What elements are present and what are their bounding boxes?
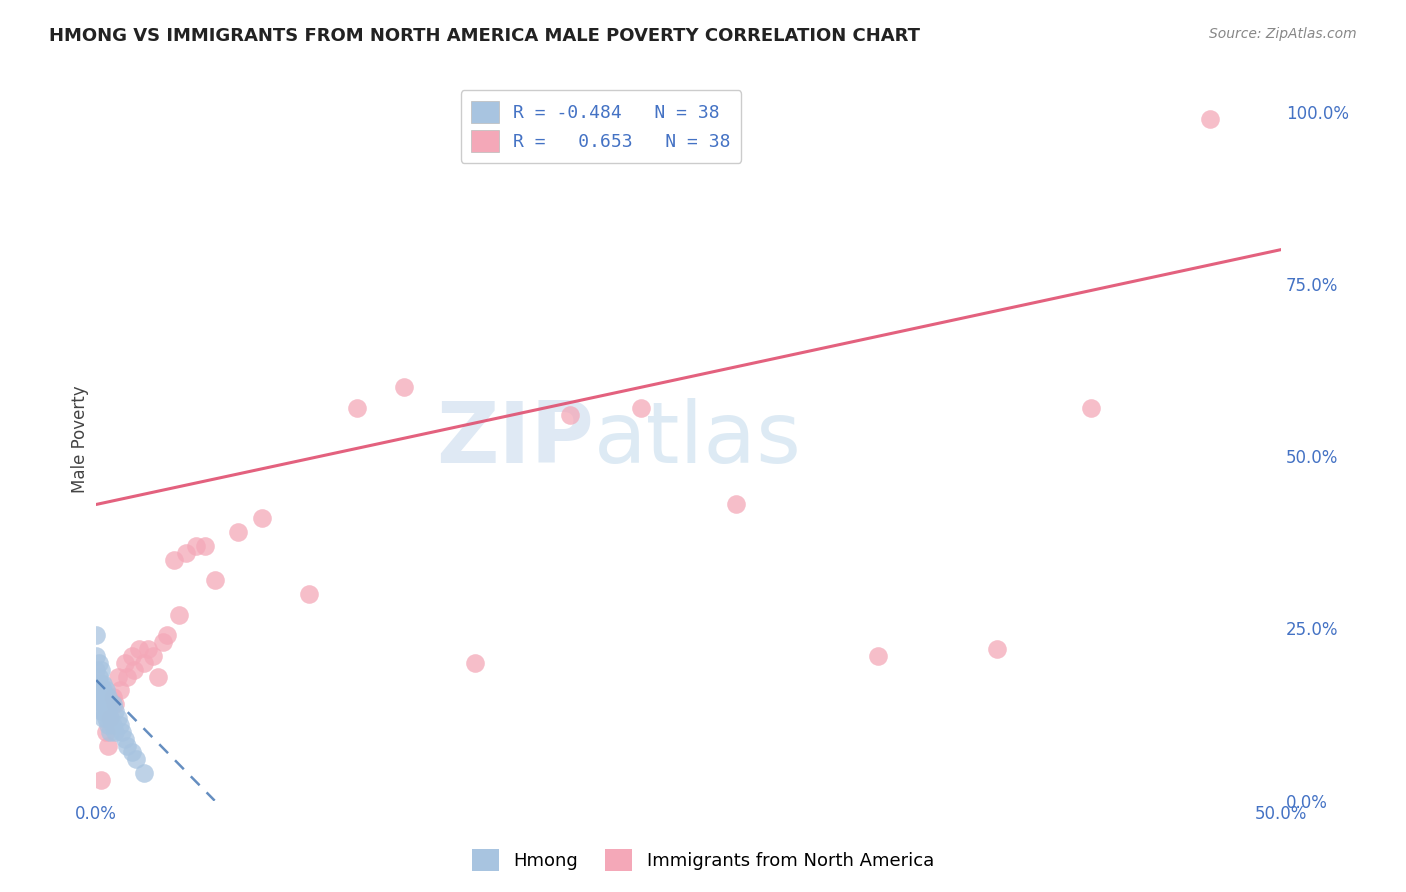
Point — [107, 711, 129, 725]
Point — [163, 552, 186, 566]
Point — [184, 539, 207, 553]
Point — [558, 408, 581, 422]
Point — [174, 546, 197, 560]
Point — [122, 663, 145, 677]
Point — [90, 772, 112, 787]
Point — [121, 746, 143, 760]
Point — [87, 656, 110, 670]
Point — [101, 718, 124, 732]
Point — [204, 573, 226, 587]
Point — [84, 663, 107, 677]
Point — [94, 711, 117, 725]
Point — [114, 731, 136, 746]
Point — [464, 656, 486, 670]
Point — [986, 642, 1008, 657]
Point — [91, 676, 114, 690]
Point — [97, 739, 120, 753]
Point — [194, 539, 217, 553]
Point — [152, 635, 174, 649]
Point — [90, 690, 112, 705]
Point — [84, 628, 107, 642]
Point — [121, 648, 143, 663]
Legend: Hmong, Immigrants from North America: Hmong, Immigrants from North America — [465, 842, 941, 879]
Point — [91, 697, 114, 711]
Point — [630, 401, 652, 415]
Point — [724, 498, 747, 512]
Point — [100, 724, 122, 739]
Point — [146, 670, 169, 684]
Point — [104, 704, 127, 718]
Point — [90, 676, 112, 690]
Point — [104, 697, 127, 711]
Point — [94, 683, 117, 698]
Point — [108, 718, 131, 732]
Point — [91, 711, 114, 725]
Point — [97, 690, 120, 705]
Point — [104, 724, 127, 739]
Point — [132, 766, 155, 780]
Point — [298, 587, 321, 601]
Point — [108, 683, 131, 698]
Point — [87, 670, 110, 684]
Text: ZIP: ZIP — [436, 398, 593, 481]
Point — [868, 648, 890, 663]
Point — [128, 642, 150, 657]
Point — [111, 724, 134, 739]
Point — [97, 704, 120, 718]
Point — [91, 704, 114, 718]
Point — [91, 683, 114, 698]
Point — [346, 401, 368, 415]
Point — [94, 697, 117, 711]
Point — [94, 724, 117, 739]
Point — [107, 670, 129, 684]
Point — [125, 752, 148, 766]
Point — [101, 690, 124, 705]
Point — [101, 697, 124, 711]
Point — [100, 697, 122, 711]
Point — [115, 739, 138, 753]
Point — [90, 663, 112, 677]
Text: Source: ZipAtlas.com: Source: ZipAtlas.com — [1209, 27, 1357, 41]
Point — [114, 656, 136, 670]
Y-axis label: Male Poverty: Male Poverty — [72, 385, 89, 493]
Point — [90, 683, 112, 698]
Text: atlas: atlas — [593, 398, 801, 481]
Point — [1199, 112, 1222, 126]
Point — [87, 676, 110, 690]
Point — [156, 628, 179, 642]
Point — [97, 718, 120, 732]
Point — [84, 648, 107, 663]
Text: HMONG VS IMMIGRANTS FROM NORTH AMERICA MALE POVERTY CORRELATION CHART: HMONG VS IMMIGRANTS FROM NORTH AMERICA M… — [49, 27, 920, 45]
Point — [90, 704, 112, 718]
Point — [394, 380, 416, 394]
Point — [132, 656, 155, 670]
Point — [228, 524, 250, 539]
Point — [250, 511, 273, 525]
Point — [167, 607, 190, 622]
Legend: R = -0.484   N = 38, R =   0.653   N = 38: R = -0.484 N = 38, R = 0.653 N = 38 — [461, 90, 741, 163]
Point — [115, 670, 138, 684]
Point — [100, 711, 122, 725]
Point — [87, 690, 110, 705]
Point — [100, 711, 122, 725]
Point — [1080, 401, 1102, 415]
Point — [136, 642, 159, 657]
Point — [142, 648, 165, 663]
